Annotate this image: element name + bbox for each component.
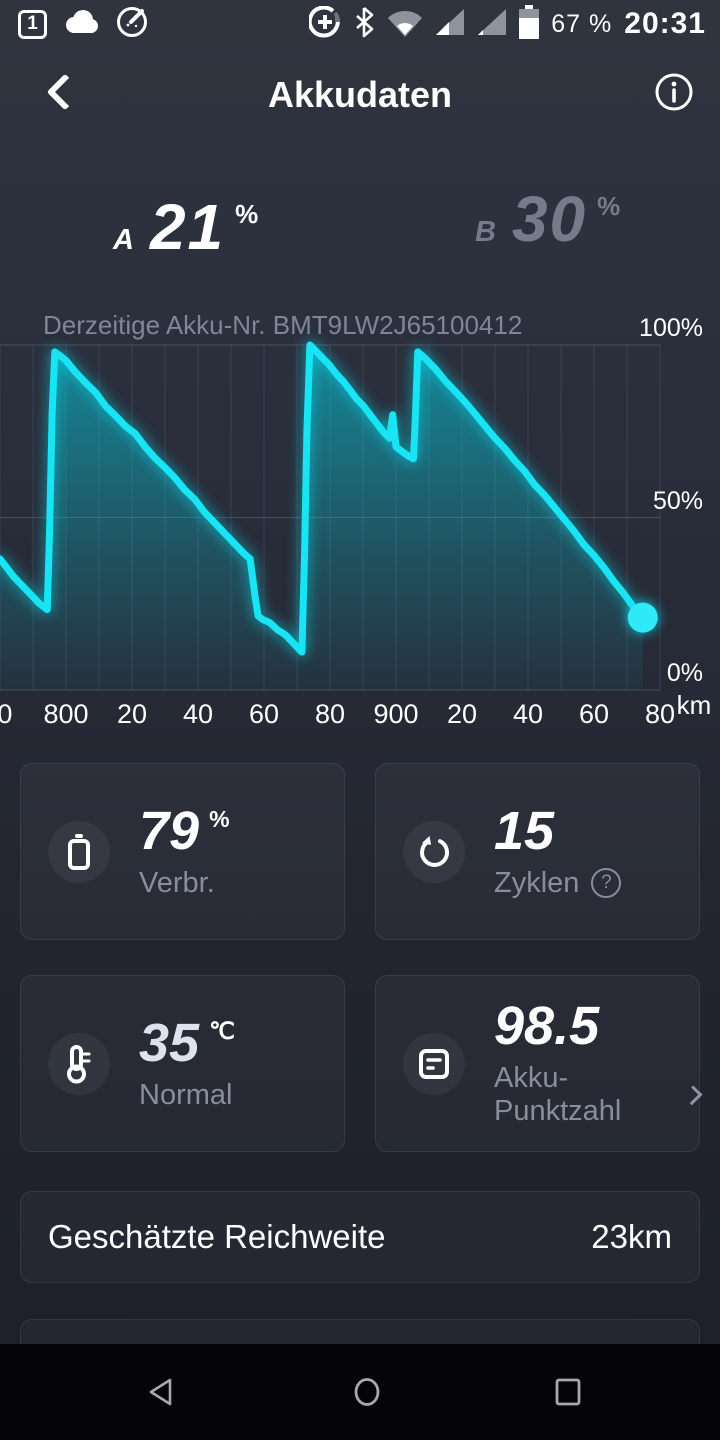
- consumption-value: 79: [139, 800, 200, 861]
- x-axis-label: 800: [43, 699, 89, 729]
- temperature-unit: ℃: [209, 1017, 235, 1044]
- nav-back-button[interactable]: [147, 1377, 177, 1407]
- chart-canvas: [0, 341, 661, 691]
- battery-score-label: Akku-Punktzahl: [494, 1062, 622, 1127]
- y-axis-label: 0%: [666, 659, 703, 687]
- battery-b-summary: B 30 %: [475, 182, 620, 256]
- x-axis-label: 40: [182, 699, 214, 729]
- battery-percent-text: 67 %: [551, 9, 613, 38]
- nav-home-button[interactable]: [352, 1377, 382, 1407]
- battery-score-card[interactable]: 98.5 Akku-Punktzahl: [375, 975, 703, 1152]
- consumption-card: 79 % Verbr.: [20, 763, 345, 940]
- speedometer-icon: [115, 5, 149, 44]
- cycles-card: 15 Zyklen ?: [375, 763, 700, 940]
- nav-home-icon: [354, 1378, 380, 1406]
- android-nav-bar: [0, 1344, 720, 1440]
- x-axis-label: 80: [314, 699, 346, 729]
- page-title: Akkudaten: [267, 74, 453, 115]
- x-axis-label: 60: [248, 699, 280, 729]
- consumption-unit: %: [209, 805, 230, 832]
- battery-summary: A 21 % B 30 %: [0, 182, 720, 272]
- battery-a-unit: %: [235, 199, 259, 229]
- cycles-value: 15: [494, 800, 555, 861]
- y-axis-label: 50%: [652, 486, 703, 515]
- battery-level-chart: 100% 50% 0% 0 800 20 40 60 80 900 20 40 60 80 km: [0, 314, 720, 729]
- battery-a-label: A: [113, 224, 134, 256]
- data-saver-icon: [308, 5, 341, 43]
- chevron-right-icon: [682, 1084, 703, 1106]
- x-axis-label: 900: [373, 699, 419, 729]
- x-axis-label: 40: [512, 699, 544, 729]
- event-badge-icon: 1: [18, 9, 47, 39]
- header: Akkudaten: [0, 48, 720, 138]
- estimated-range-label: Geschätzte Reichweite: [48, 1218, 386, 1255]
- next-card-partial: [20, 1319, 700, 1359]
- consumption-label: Verbr.: [139, 866, 215, 899]
- temperature-card: 35 ℃ Normal: [20, 975, 345, 1152]
- report-icon: [403, 1032, 465, 1095]
- info-icon: [655, 73, 693, 111]
- estimated-range-value: 23km: [591, 1218, 672, 1255]
- cycles-icon: [403, 820, 465, 883]
- nav-recents-button[interactable]: [554, 1377, 584, 1407]
- y-axis-label: 100%: [639, 314, 703, 342]
- bluetooth-icon: [353, 6, 375, 43]
- battery-b-unit: %: [597, 191, 621, 221]
- chart-area-fill: [0, 345, 643, 690]
- chart-endpoint-dot: [627, 602, 658, 633]
- info-button[interactable]: [652, 70, 696, 114]
- chart-line: [0, 341, 647, 656]
- battery-serial-caption: Derzeitige Akku-Nr. BMT9LW2J65100412: [43, 310, 523, 340]
- battery-status-icon: [519, 4, 540, 44]
- cloud-icon: [62, 8, 100, 41]
- signal-icon: [435, 8, 465, 41]
- battery-score-value: 98.5: [494, 996, 600, 1056]
- x-axis-label: 60: [578, 699, 610, 729]
- wifi-icon: [387, 7, 423, 42]
- x-axis-label: 20: [116, 699, 148, 729]
- cycles-label: Zyklen: [494, 866, 580, 899]
- nav-back-icon: [149, 1378, 172, 1406]
- temperature-label: Normal: [139, 1078, 233, 1111]
- status-bar: 1: [0, 0, 720, 48]
- battery-a-summary: A 21 %: [113, 190, 258, 264]
- help-icon[interactable]: ?: [591, 868, 622, 898]
- x-axis-label: 80: [644, 699, 676, 729]
- clock: 20:31: [624, 7, 706, 40]
- battery-b-value: 30: [511, 183, 588, 255]
- x-axis-label: 20: [446, 699, 478, 729]
- battery-a-value: 21: [149, 191, 226, 263]
- estimated-range-row: Geschätzte Reichweite 23km: [20, 1191, 700, 1283]
- battery-b-label: B: [475, 216, 496, 248]
- thermometer-icon: [48, 1032, 110, 1095]
- x-axis-label: 0: [0, 699, 13, 729]
- nav-recents-icon: [555, 1378, 581, 1406]
- x-axis-unit: km: [676, 690, 712, 720]
- signal2-icon: [477, 8, 507, 41]
- battery-icon: [48, 820, 110, 883]
- temperature-value: 35: [139, 1012, 200, 1073]
